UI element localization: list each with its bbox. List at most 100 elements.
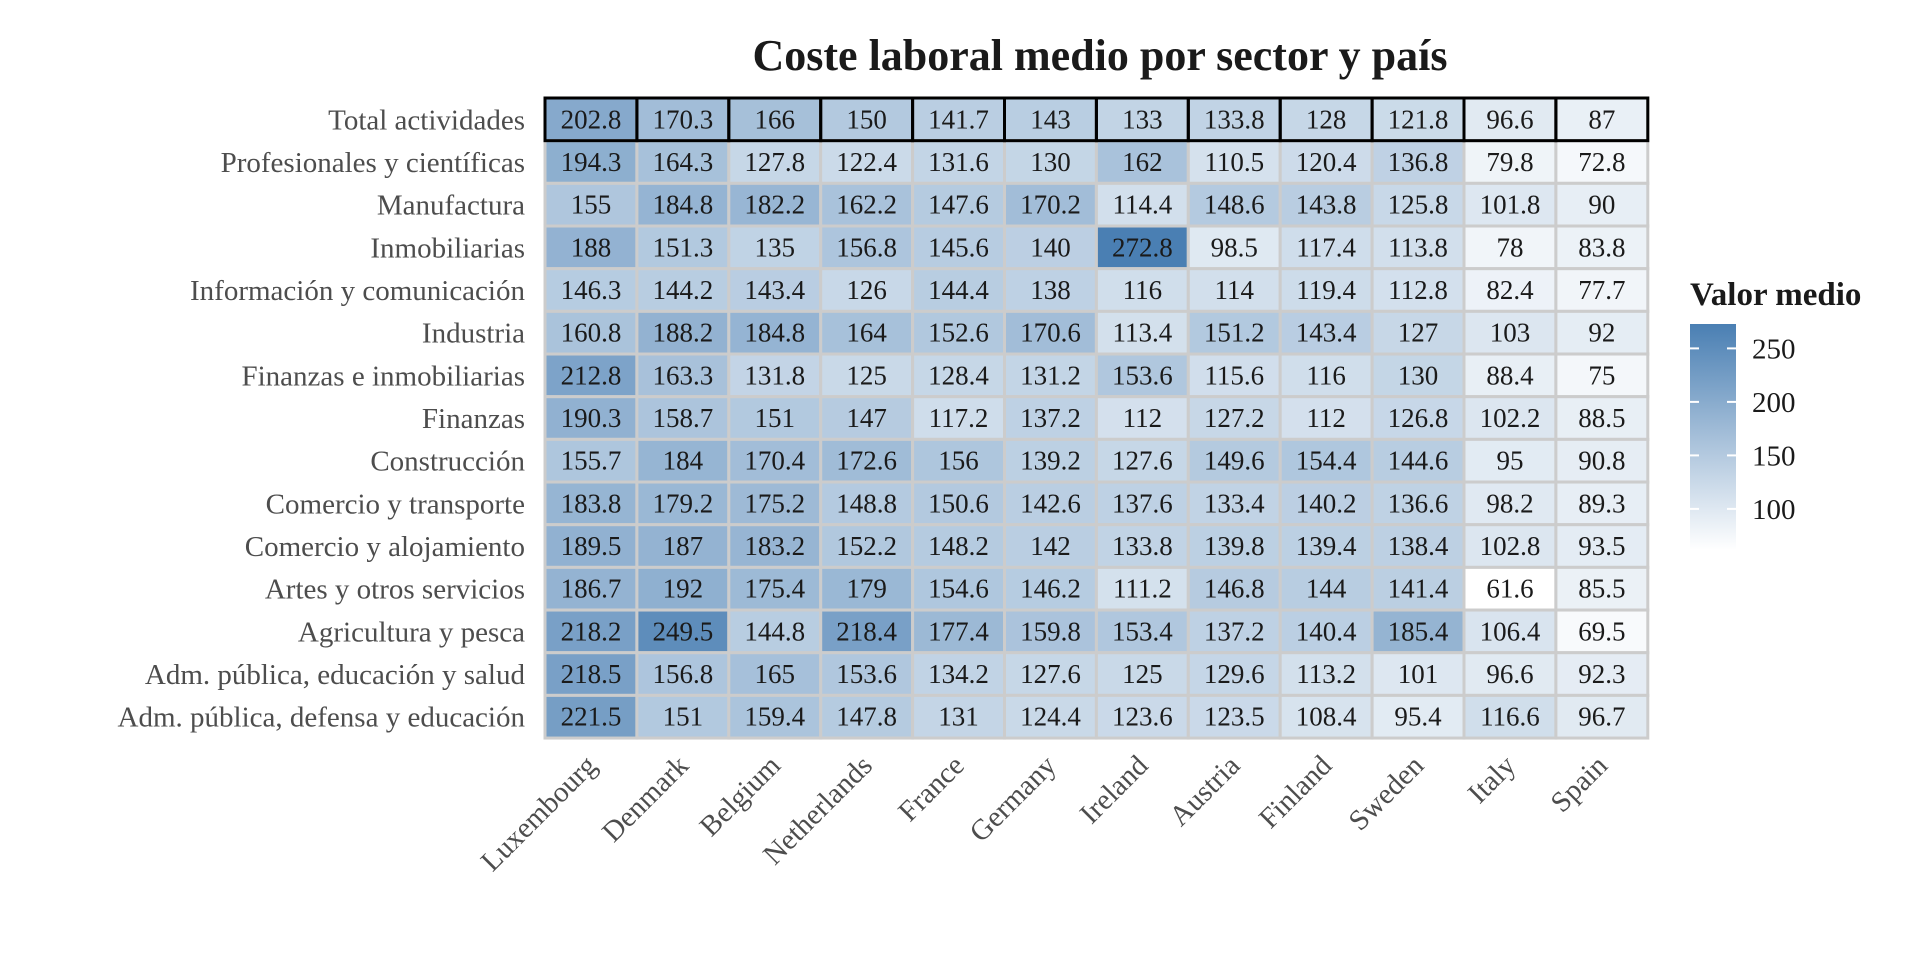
cell-value-label: 125 — [1122, 659, 1163, 689]
cell-value-label: 190.3 — [561, 403, 622, 433]
cell-value-label: 126 — [846, 275, 887, 305]
heatmap-cell — [1370, 224, 1466, 271]
cell-value-label: 144.8 — [744, 616, 805, 646]
cell-value-label: 166 — [755, 104, 796, 134]
heatmap-cell — [1278, 693, 1374, 740]
heatmap-cell — [635, 480, 731, 527]
cell-value-label: 127.2 — [1204, 403, 1265, 433]
cell-value-label: 144.2 — [652, 275, 713, 305]
heatmap-cell — [819, 309, 915, 356]
cell-value-label: 106.4 — [1480, 616, 1541, 646]
cell-value-label: 130 — [1398, 360, 1439, 390]
column-label: Denmark — [596, 749, 695, 848]
cell-value-label: 194.3 — [561, 147, 622, 177]
column-label: Finland — [1253, 749, 1339, 835]
cell-value-label: 179.2 — [652, 488, 713, 518]
highlight-layer — [543, 96, 1650, 143]
cell-value-label: 175.4 — [744, 574, 805, 604]
cell-value-label: 140 — [1030, 232, 1071, 262]
heatmap-cell — [1094, 181, 1190, 228]
heatmap-cell — [1094, 352, 1190, 399]
column-label: Italy — [1462, 749, 1523, 810]
cell-value-label: 164.3 — [652, 147, 713, 177]
cell-value-label: 92 — [1588, 318, 1615, 348]
cell-value-label: 108.4 — [1296, 702, 1357, 732]
cell-value-label: 77.7 — [1578, 275, 1625, 305]
heatmap-cell — [1554, 395, 1650, 441]
cell-value-label: 153.6 — [836, 659, 897, 689]
cell-value-label: 143.4 — [1296, 318, 1357, 348]
heatmap-cell — [1462, 523, 1558, 569]
cell-value-label: 163.3 — [652, 360, 713, 390]
cell-value-label: 159.8 — [1020, 616, 1081, 646]
heatmap-cell — [1186, 267, 1282, 313]
cell-value-label: 144.4 — [928, 275, 989, 305]
cell-value-label: 141.7 — [928, 104, 989, 134]
heatmap-cell — [727, 267, 823, 313]
cell-value-label: 85.5 — [1578, 574, 1625, 604]
cell-value-label: 116 — [1123, 275, 1163, 305]
cell-value-label: 155 — [571, 190, 612, 220]
cell-value-label: 131.6 — [928, 147, 989, 177]
cell-value-label: 127.6 — [1020, 659, 1081, 689]
cell-value-label: 102.2 — [1480, 403, 1541, 433]
cell-value-label: 116 — [1306, 360, 1346, 390]
cell-value-label: 88.5 — [1578, 403, 1625, 433]
cell-value-label: 139.4 — [1296, 531, 1357, 561]
cell-value-label: 130 — [1030, 147, 1071, 177]
cell-value-label: 138.4 — [1388, 531, 1449, 561]
cell-value-label: 115.6 — [1204, 360, 1264, 390]
heatmap-cell — [819, 693, 915, 740]
row-label: Agricultura y pesca — [298, 616, 525, 648]
cell-value-label: 143.8 — [1296, 190, 1357, 220]
heatmap-cell — [1003, 309, 1098, 356]
heatmap-cell — [911, 651, 1006, 697]
cell-value-label: 212.8 — [561, 360, 622, 390]
heatmap-cell — [1003, 352, 1098, 399]
cell-value-label: 123.5 — [1204, 702, 1265, 732]
column-label: Luxembourg — [475, 750, 603, 878]
cell-value-label: 142 — [1030, 531, 1071, 561]
cell-value-label: 90 — [1588, 190, 1615, 220]
cell-value-label: 152.6 — [928, 318, 989, 348]
heatmap-cell — [819, 608, 915, 655]
cell-value-label: 96.6 — [1486, 659, 1533, 689]
cell-value-label: 124.4 — [1020, 702, 1081, 732]
cell-value-label: 95.4 — [1394, 702, 1442, 732]
cell-value-label: 135 — [755, 232, 796, 262]
row-label: Industria — [422, 318, 525, 350]
cell-value-label: 93.5 — [1578, 531, 1625, 561]
cell-value-label: 184 — [663, 446, 704, 476]
cell-value-label: 150.6 — [928, 488, 989, 518]
heatmap-cell — [1186, 309, 1282, 356]
cell-value-label: 218.5 — [561, 659, 622, 689]
cell-value-label: 134.2 — [928, 659, 989, 689]
heatmap-cell — [1003, 267, 1098, 313]
heatmap-cell — [1554, 480, 1650, 527]
heatmap-cell — [543, 437, 639, 484]
cell-value-label: 122.4 — [836, 147, 897, 177]
cell-value-label: 183.8 — [561, 488, 622, 518]
heatmap-cell — [1094, 480, 1190, 527]
cell-value-label: 184.8 — [744, 318, 805, 348]
heatmap-cell — [911, 352, 1006, 399]
row-label: Adm. pública, defensa y educación — [118, 702, 526, 734]
chart-title: Coste laboral medio por sector y país — [753, 31, 1448, 80]
cell-value-label: 170.3 — [652, 104, 713, 134]
cell-value-label: 139.2 — [1020, 446, 1081, 476]
cell-value-label: 158.7 — [652, 403, 713, 433]
cell-value-label: 121.8 — [1388, 104, 1449, 134]
heatmap-cell — [1278, 309, 1374, 356]
row-label: Profesionales y científicas — [221, 147, 525, 179]
cell-value-label: 186.7 — [561, 574, 622, 604]
cell-value-label: 146.2 — [1020, 574, 1081, 604]
column-label: Spain — [1545, 749, 1615, 819]
cell-value-label: 177.4 — [928, 616, 989, 646]
cell-value-label: 148.2 — [928, 531, 989, 561]
cell-value-label: 83.8 — [1578, 232, 1625, 262]
cell-value-label: 112 — [1123, 403, 1163, 433]
cell-value-label: 140.4 — [1296, 616, 1357, 646]
heatmap-cells: 202.8 170.3 166 150 141.7 143 133 133.8 128 121.8… — [543, 96, 1650, 740]
cell-value-label: 133.4 — [1204, 488, 1265, 518]
